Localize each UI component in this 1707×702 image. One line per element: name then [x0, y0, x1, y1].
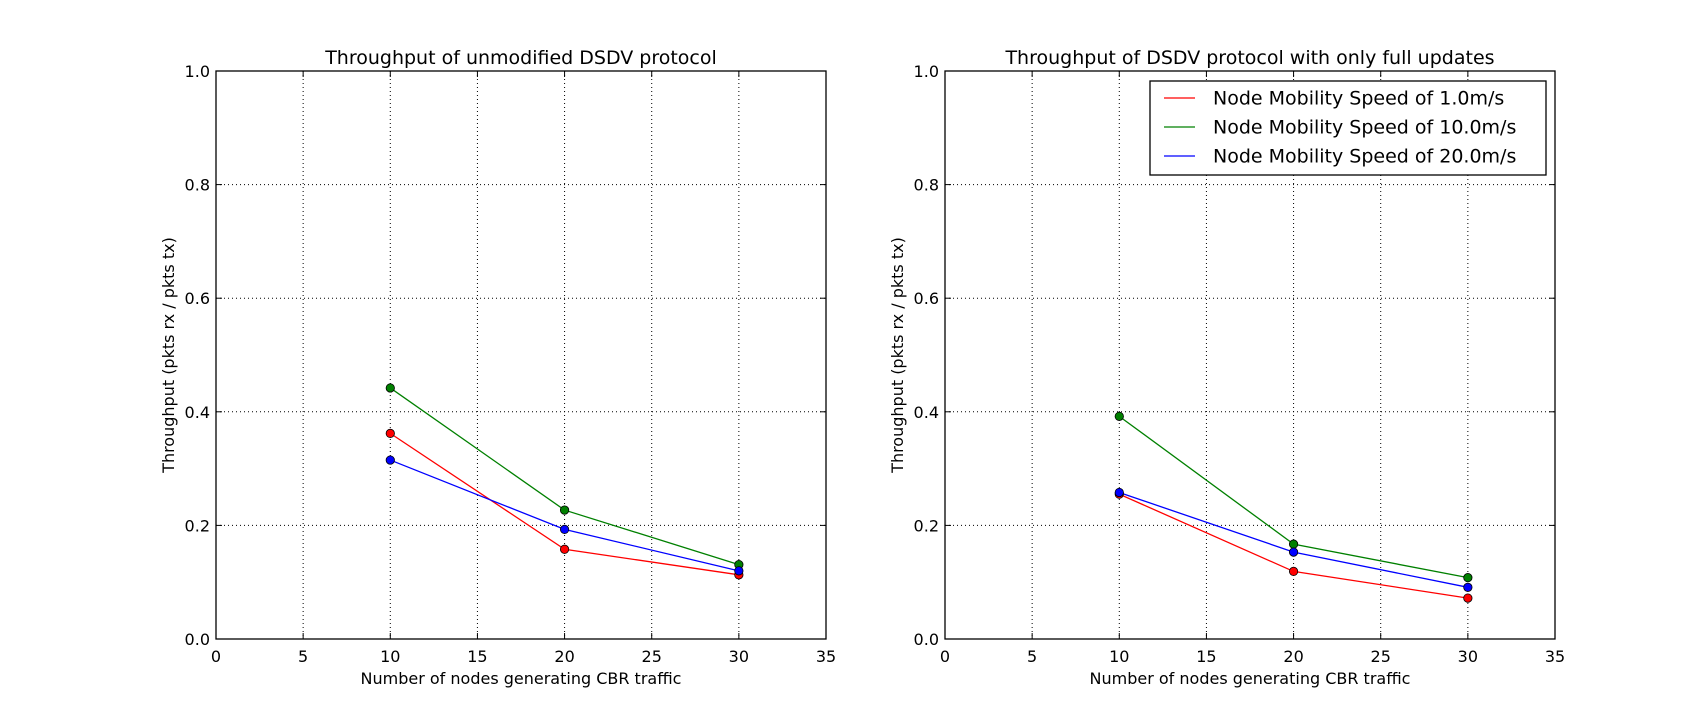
chart-right-series-1-point [1288, 566, 1299, 577]
chart-right-series-1-point [1463, 593, 1473, 603]
chart-right-x-tick-label: 5 [1027, 647, 1037, 666]
chart-right-series [1114, 411, 1473, 603]
legend-entry-2: Node Mobility Speed of 10.0m/s [1213, 117, 1516, 139]
chart-right-y-tick-label: 0.4 [914, 403, 939, 422]
chart-right-series-3-point [1288, 547, 1299, 557]
chart-left-title: Throughput of unmodified DSDV protocol [324, 47, 717, 69]
legend-entry-3: Node Mobility Speed of 20.0m/s [1213, 146, 1516, 168]
chart-left-y-tick-label: 0.8 [185, 176, 210, 195]
chart-left-series [385, 383, 744, 580]
chart-right-series-2-point [1463, 573, 1473, 583]
chart-left-x-axis-label: Number of nodes generating CBR traffic [361, 669, 682, 688]
chart-left-y-axis-label: Throughput (pkts rx / pkts tx) [159, 237, 178, 474]
chart-right-y-tick-label: 0.6 [914, 289, 939, 308]
chart-left-frame [215, 70, 827, 640]
chart-left-x-ticks: 0 5 10 15 20 25 30 35 [211, 71, 836, 666]
chart-right-y-tick-label: 1.0 [914, 62, 939, 81]
chart-right-y-axis-label: Throughput (pkts rx / pkts tx) [888, 237, 907, 474]
chart-right-x-tick-label: 35 [1545, 647, 1565, 666]
chart-right-series-3-point [1463, 582, 1473, 592]
chart-right-y-ticks: 0.0 0.2 0.4 0.6 0.8 1.0 [914, 62, 1555, 649]
chart-left-x-tick-label: 0 [211, 647, 221, 666]
chart-right-y-tick-label: 0.0 [914, 630, 939, 649]
chart-right-x-axis-label: Number of nodes generating CBR traffic [1090, 669, 1411, 688]
chart-right-series-2-point [1288, 539, 1299, 549]
chart-right-title: Throughput of DSDV protocol with only fu… [1004, 47, 1494, 69]
legend-entry-1: Node Mobility Speed of 1.0m/s [1213, 88, 1504, 110]
chart-right-x-tick-label: 25 [1371, 647, 1391, 666]
chart-right-x-tick-label: 20 [1283, 647, 1303, 666]
chart-right-series-2-point [1114, 411, 1124, 421]
chart-left-x-tick-label: 15 [467, 647, 487, 666]
chart-right-legend: Node Mobility Speed of 1.0m/s Node Mobil… [1149, 80, 1547, 176]
chart-right-x-tick-label: 15 [1196, 647, 1216, 666]
chart-right-y-tick-label: 0.2 [914, 516, 939, 535]
chart-right-x-tick-label: 0 [940, 647, 950, 666]
chart-left-series-3-point [734, 566, 744, 576]
chart-left-x-tick-label: 20 [554, 647, 574, 666]
chart-right-x-tick-label: 10 [1109, 647, 1129, 666]
chart-left-x-tick-label: 25 [642, 647, 662, 666]
chart-left-series-2-point [559, 505, 570, 515]
chart-left-x-tick-label: 10 [380, 647, 400, 666]
chart-left-series-1-point [385, 428, 395, 438]
chart-right-y-tick-label: 0.8 [914, 176, 939, 195]
chart-left-x-tick-label: 30 [729, 647, 749, 666]
chart-left: Throughput of unmodified DSDV protocol 0… [159, 47, 836, 688]
chart-left-series-3-point [385, 455, 395, 465]
chart-left-y-tick-label: 0.6 [185, 289, 210, 308]
chart-left-y-ticks: 0.0 0.2 0.4 0.6 0.8 1.0 [185, 62, 826, 649]
chart-left-y-tick-label: 0.2 [185, 516, 210, 535]
chart-right: Throughput of DSDV protocol with only fu… [888, 47, 1565, 688]
chart-left-series-1-point [559, 544, 570, 554]
chart-right-frame [944, 70, 1556, 640]
chart-left-y-tick-label: 1.0 [185, 62, 210, 81]
chart-left-x-tick-label: 5 [298, 647, 308, 666]
chart-left-series-3-point [559, 524, 570, 534]
chart-right-series-3-point [1114, 487, 1124, 498]
chart-right-x-tick-label: 30 [1458, 647, 1478, 666]
legend-box [1149, 80, 1547, 176]
chart-left-y-tick-label: 0.0 [185, 630, 210, 649]
chart-left-x-tick-label: 35 [816, 647, 836, 666]
chart-left-y-tick-label: 0.4 [185, 403, 210, 422]
chart-left-series-2-point [385, 383, 395, 393]
chart-right-x-ticks: 0 5 10 15 20 25 30 35 [940, 71, 1565, 666]
